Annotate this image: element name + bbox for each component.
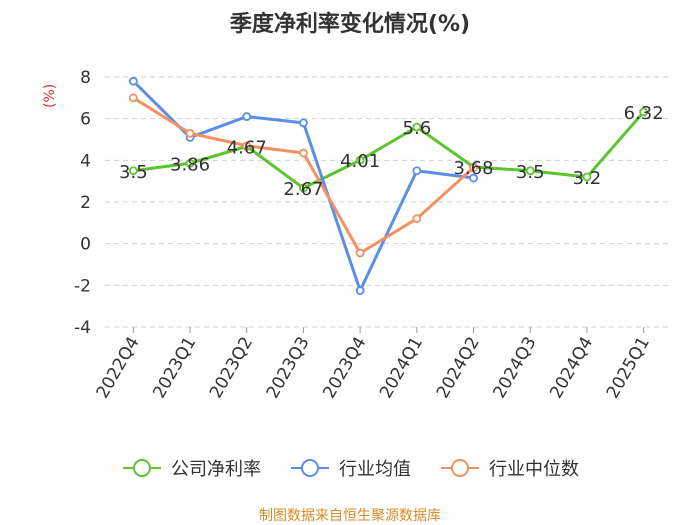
data-label: 3.5 <box>516 162 545 183</box>
data-point <box>469 163 478 173</box>
data-point <box>299 118 308 128</box>
y-tick-label: 6 <box>80 110 91 130</box>
x-tick-label: 2024Q1 <box>376 334 427 402</box>
legend-item[interactable]: 行业中位数 <box>439 455 579 481</box>
x-tick-label: 2024Q2 <box>433 334 484 402</box>
series-line <box>133 111 645 190</box>
x-tick-label: 2023Q3 <box>263 334 314 402</box>
data-point <box>525 166 535 176</box>
data-point <box>128 76 138 86</box>
data-label: 4.01 <box>340 151 380 172</box>
data-point <box>355 286 365 295</box>
source-note: 制图数据来自恒生聚源数据库 <box>259 508 441 524</box>
data-point <box>639 107 649 117</box>
data-point <box>412 166 422 176</box>
legend-label: 行业均值 <box>339 459 411 480</box>
data-point <box>128 93 138 103</box>
data-point <box>128 166 138 176</box>
data-point <box>299 183 308 193</box>
y-tick-label: -2 <box>74 276 91 296</box>
legend-item[interactable]: 公司净利率 <box>121 455 261 481</box>
data-point <box>185 158 195 168</box>
data-label: 5.6 <box>403 118 432 139</box>
data-point <box>582 172 592 182</box>
data-point <box>355 248 365 258</box>
x-tick-label: 2023Q1 <box>149 334 200 402</box>
x-tick-label: 2023Q4 <box>319 334 370 402</box>
data-label: 3.5 <box>119 162 148 183</box>
x-tick-label: 2024Q4 <box>546 334 597 402</box>
legend-label: 行业中位数 <box>489 459 579 480</box>
y-tick-label: 8 <box>80 68 91 88</box>
y-tick-label: -4 <box>74 318 91 338</box>
data-label: 3.86 <box>170 154 210 175</box>
data-label: 4.67 <box>227 137 267 158</box>
data-point <box>355 155 365 165</box>
data-label: 6.32 <box>624 103 664 124</box>
x-tick-label: 2025Q1 <box>603 334 654 402</box>
legend: 公司净利率 行业均值 行业中位数 <box>0 455 700 481</box>
data-point <box>242 112 252 121</box>
data-point <box>185 128 195 138</box>
data-label: 3.68 <box>454 158 494 179</box>
x-tick-label: 2023Q2 <box>206 334 257 402</box>
x-tick-label: 2024Q3 <box>490 334 541 402</box>
data-label: 2.67 <box>283 179 323 200</box>
data-point <box>412 214 422 224</box>
y-tick-label: 4 <box>80 151 91 171</box>
legend-swatch-icon <box>291 459 329 477</box>
legend-label: 公司净利率 <box>171 459 261 480</box>
data-label: 3.2 <box>573 168 602 189</box>
data-point <box>242 141 252 151</box>
data-point <box>412 122 422 132</box>
y-tick-label: 2 <box>80 193 91 213</box>
x-tick-label: 2022Q4 <box>93 334 144 402</box>
y-tick-label: 0 <box>80 235 91 255</box>
data-point <box>299 148 308 158</box>
legend-swatch-icon <box>123 459 161 477</box>
data-point <box>469 173 478 183</box>
chart-title: 季度净利率变化情况(%) <box>229 12 471 37</box>
legend-swatch-icon <box>441 459 479 477</box>
legend-item[interactable]: 行业均值 <box>289 455 411 481</box>
